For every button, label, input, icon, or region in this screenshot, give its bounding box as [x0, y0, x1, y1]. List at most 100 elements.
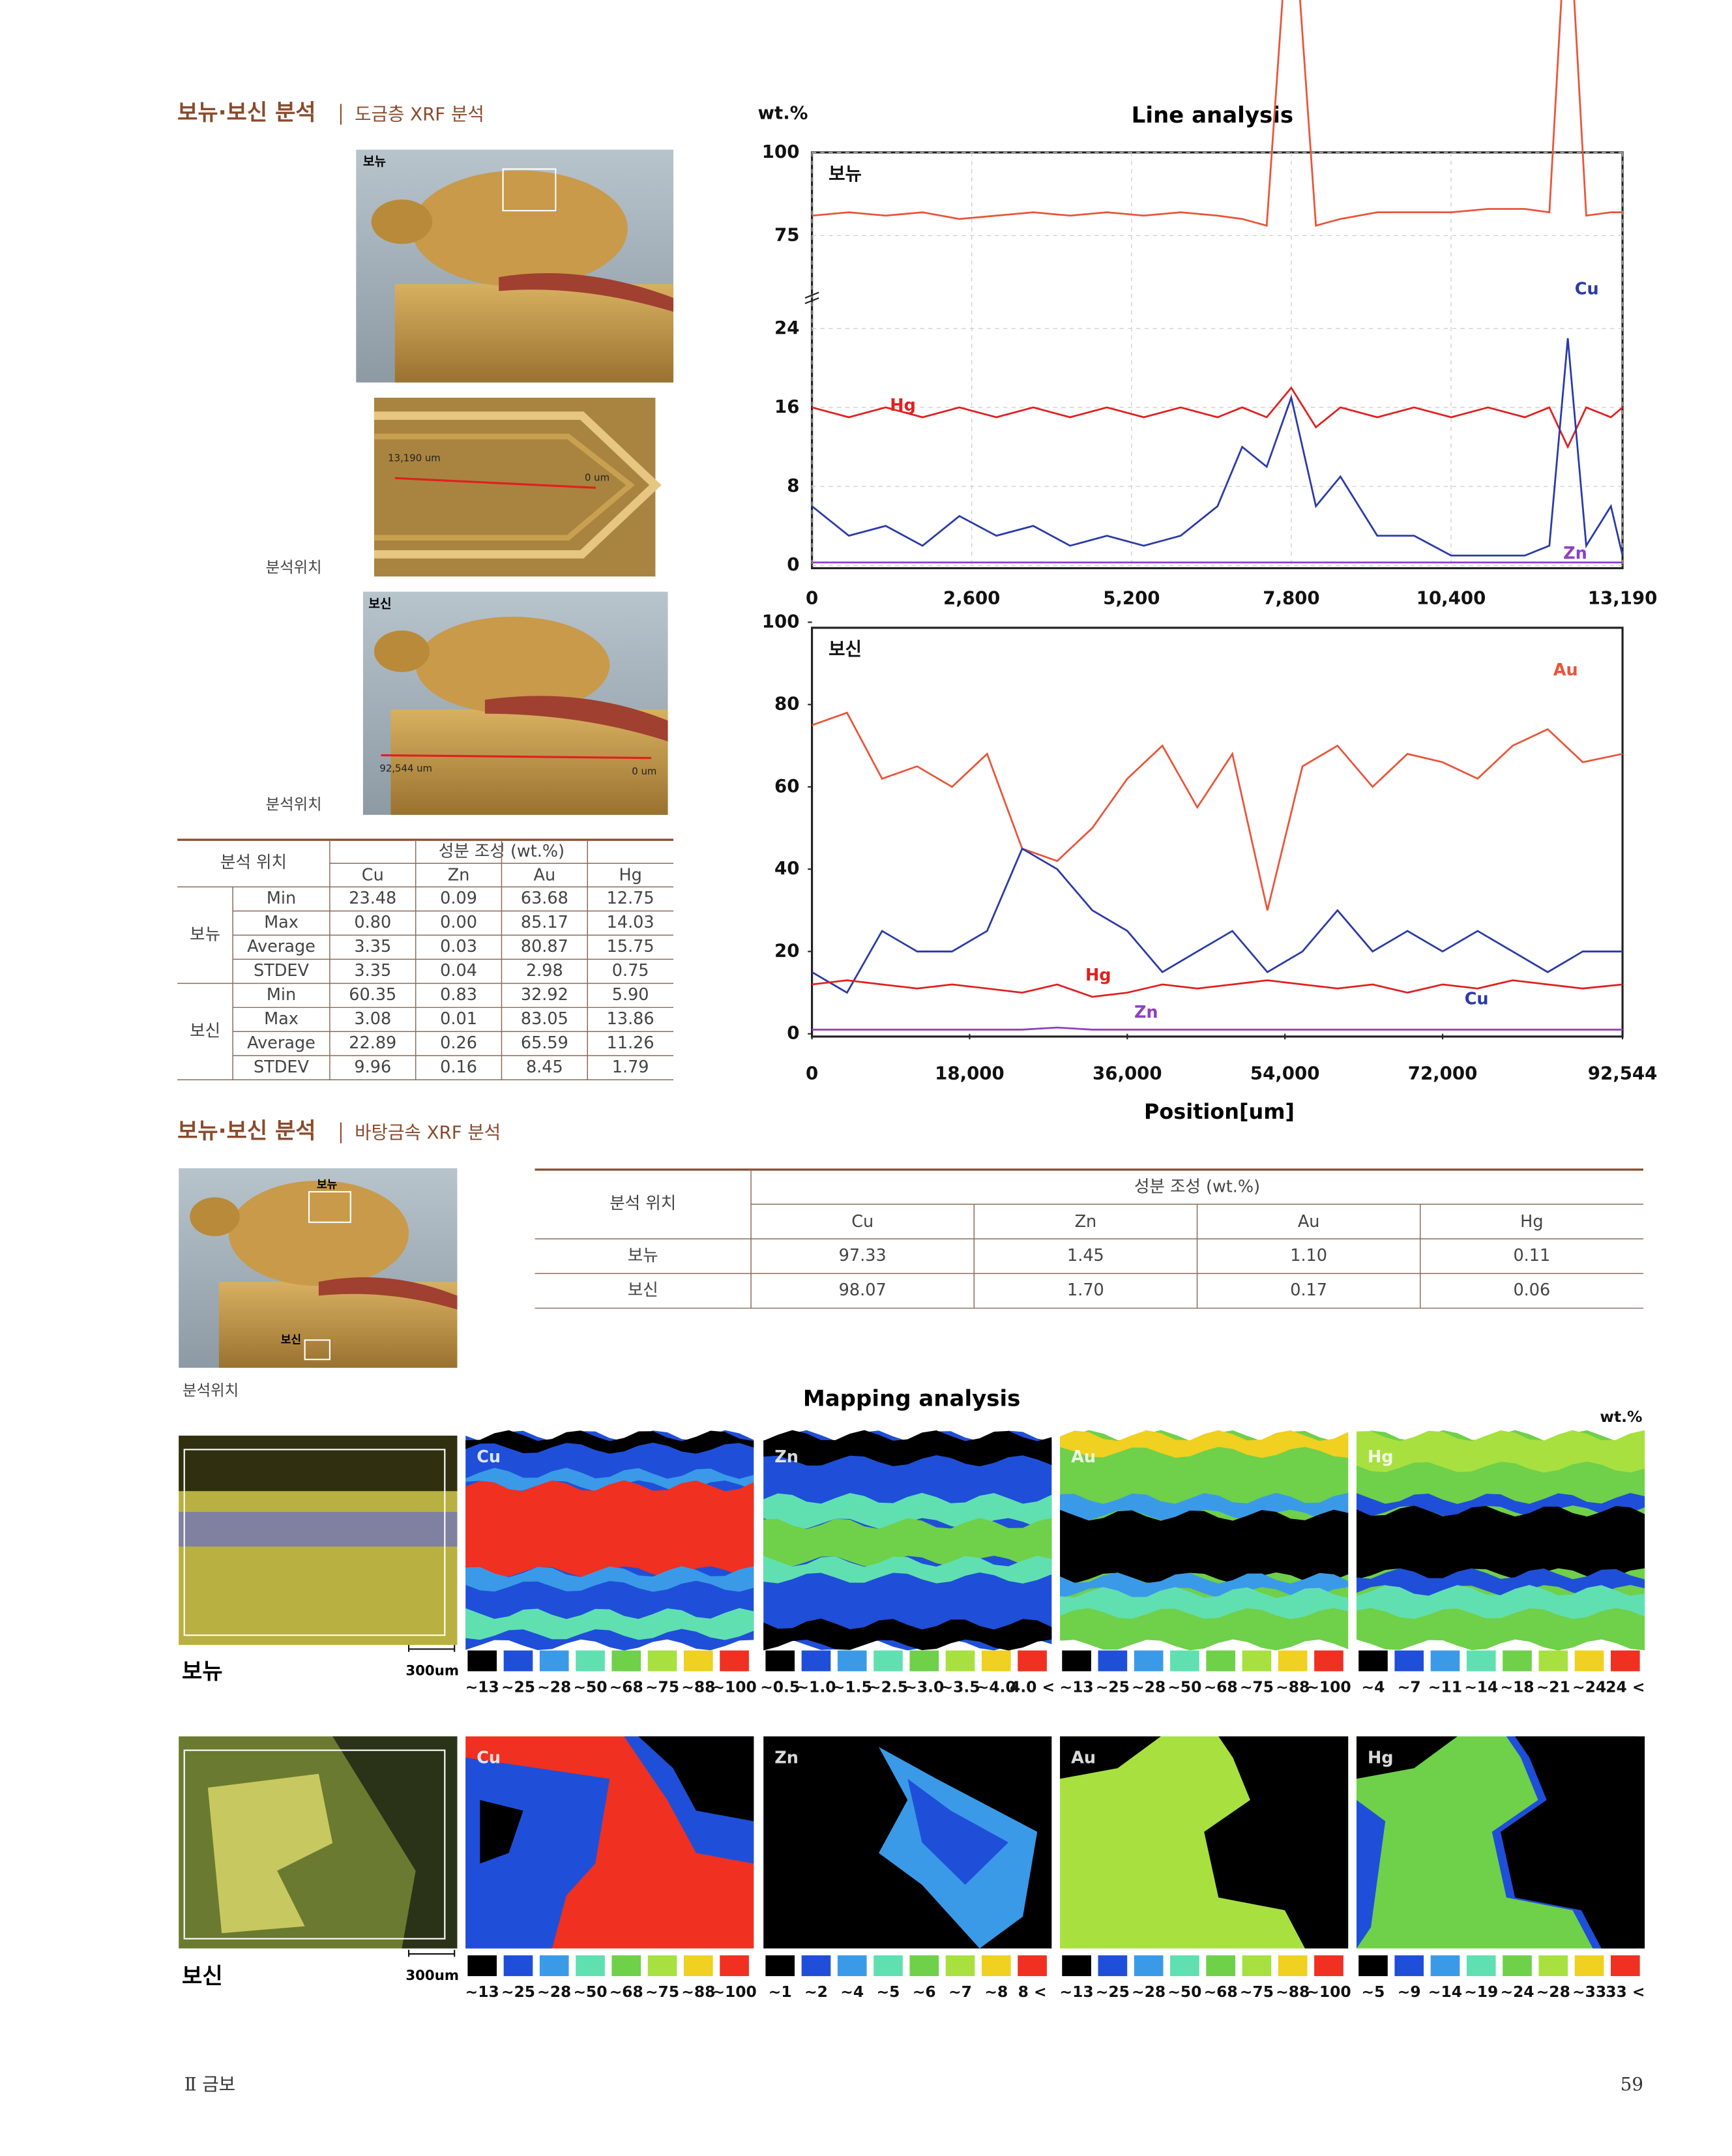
map-region	[465, 1430, 754, 1454]
section-title: 보뉴·보신 분석	[177, 1118, 316, 1144]
x-tick-label: 18,000	[935, 1062, 1005, 1084]
table-cell: 5.90	[612, 985, 649, 1005]
legend-swatch	[1538, 1650, 1568, 1672]
roi-frame	[183, 1449, 446, 1636]
y-tick-label: 100	[762, 141, 800, 162]
legend-label: ~4	[840, 1983, 864, 2001]
row-label: 보뉴	[182, 1659, 223, 1685]
scale-label: 0 um	[632, 765, 656, 777]
map-region	[465, 1566, 754, 1592]
optical-band	[332, 1736, 458, 1949]
legend-label: ~4.0	[976, 1677, 1016, 1696]
legend-label: ~75	[645, 1983, 679, 2001]
legend-label: ~88	[1276, 1677, 1310, 1696]
x-tick-label: 2,600	[943, 587, 1000, 608]
legend-label: ~7	[1398, 1677, 1421, 1696]
x-axis-label: Position[um]	[1144, 1099, 1295, 1124]
legend-label: 4.0 <	[1010, 1677, 1055, 1696]
legend-label: ~13	[465, 1677, 499, 1696]
legend-swatch	[1574, 1955, 1604, 1977]
scale-label: 0 um	[585, 471, 609, 483]
legend-swatch	[1314, 1650, 1343, 1672]
map-region	[1060, 1587, 1349, 1619]
legend-swatch	[683, 1650, 713, 1672]
map-region	[1356, 1492, 1645, 1517]
photo-label: 보신	[368, 596, 391, 611]
element-label: Hg	[1368, 1748, 1394, 1767]
x-tick-label: 0	[806, 587, 818, 608]
table-cell: 83.05	[521, 1009, 568, 1029]
table-cell: Min	[267, 889, 296, 908]
map-region	[763, 1430, 1052, 1467]
table: 분석 위치 성분 조성 (wt.%) Cu Zn Au Hg 보뉴 97.33 1.45 1.10…	[535, 1168, 1643, 1309]
legend-swatch	[1134, 1650, 1164, 1672]
y-tick-label: 80	[774, 693, 799, 715]
table-cell: Average	[247, 1033, 316, 1053]
section-title: 보뉴·보신 분석	[177, 100, 316, 126]
table-cell: 32.92	[521, 985, 568, 1005]
map-region	[763, 1556, 1052, 1584]
optical-band	[179, 1512, 458, 1547]
x-tick-label: 5,200	[1103, 587, 1160, 608]
table-cell: 12.75	[607, 889, 654, 908]
table-header: 성분 조성 (wt.%)	[1134, 1177, 1260, 1197]
series-label: Hg	[890, 396, 916, 415]
legend-swatch	[945, 1955, 975, 1977]
optical-band	[179, 1436, 458, 1492]
legend-label: ~50	[1167, 1677, 1201, 1696]
legend-label: ~75	[645, 1677, 679, 1696]
table-cell: 1.70	[1067, 1280, 1104, 1300]
legend-label: ~2	[804, 1983, 828, 2001]
legend-swatch	[1430, 1955, 1460, 1977]
element-label: Cu	[477, 1447, 501, 1467]
legend-swatch	[765, 1650, 795, 1672]
data-line	[812, 711, 1623, 911]
table-header: Au	[1298, 1212, 1320, 1232]
legend-label: ~1	[769, 1983, 792, 2001]
map-region	[1060, 1573, 1349, 1599]
row-label: 보신	[182, 1964, 223, 1990]
legend-label: ~28	[537, 1677, 571, 1696]
table-cell: Average	[247, 937, 316, 956]
legend-swatch	[1018, 1650, 1047, 1672]
legend-label: ~28	[1132, 1677, 1166, 1696]
data-line	[811, 847, 1623, 994]
y-tick-label: 0	[787, 554, 799, 575]
panel-label: 보뉴	[829, 163, 862, 185]
table-cell: 0.04	[440, 961, 477, 981]
y-tick-label: 60	[774, 775, 799, 797]
caption: 분석위치	[266, 558, 322, 576]
element-label: Au	[1071, 1748, 1096, 1767]
legend-swatch	[1466, 1955, 1496, 1977]
legend-swatch	[837, 1955, 867, 1977]
table-cell: 15.75	[607, 937, 654, 956]
legend-swatch	[720, 1955, 749, 1977]
legend-label: ~100	[712, 1677, 756, 1696]
series-label: Cu	[1575, 280, 1599, 299]
legend-label: 24 <	[1606, 1677, 1645, 1696]
legend-swatch	[981, 1955, 1011, 1977]
table-header: Zn	[448, 865, 470, 885]
legend-label: ~100	[1306, 1677, 1351, 1696]
legend-label: ~6	[913, 1983, 936, 2001]
table-cell: 65.59	[521, 1033, 568, 1053]
legend-label: ~19	[1464, 1983, 1498, 2001]
legend-swatch	[647, 1650, 677, 1672]
table-cell: 85.17	[521, 913, 568, 932]
table-cell: 0.03	[440, 937, 477, 956]
table-cell: 1.45	[1067, 1246, 1104, 1265]
legend-swatch	[1206, 1955, 1235, 1977]
table-cell: 11.26	[607, 1033, 654, 1053]
legend-label: ~24	[1572, 1677, 1606, 1696]
x-tick-label: 13,190	[1588, 587, 1658, 608]
legend-label: ~68	[609, 1677, 643, 1696]
table-cell: 0.26	[440, 1033, 477, 1053]
element-label: Cu	[477, 1748, 501, 1767]
charts: 0 8 16 24 75 100 0 2,600 5,200 7,800 10,400 13,190 보…	[758, 0, 1658, 1124]
legend-label: ~50	[1167, 1983, 1201, 2001]
table-cell: 13.86	[607, 1009, 654, 1029]
optical-band	[207, 1773, 333, 1934]
